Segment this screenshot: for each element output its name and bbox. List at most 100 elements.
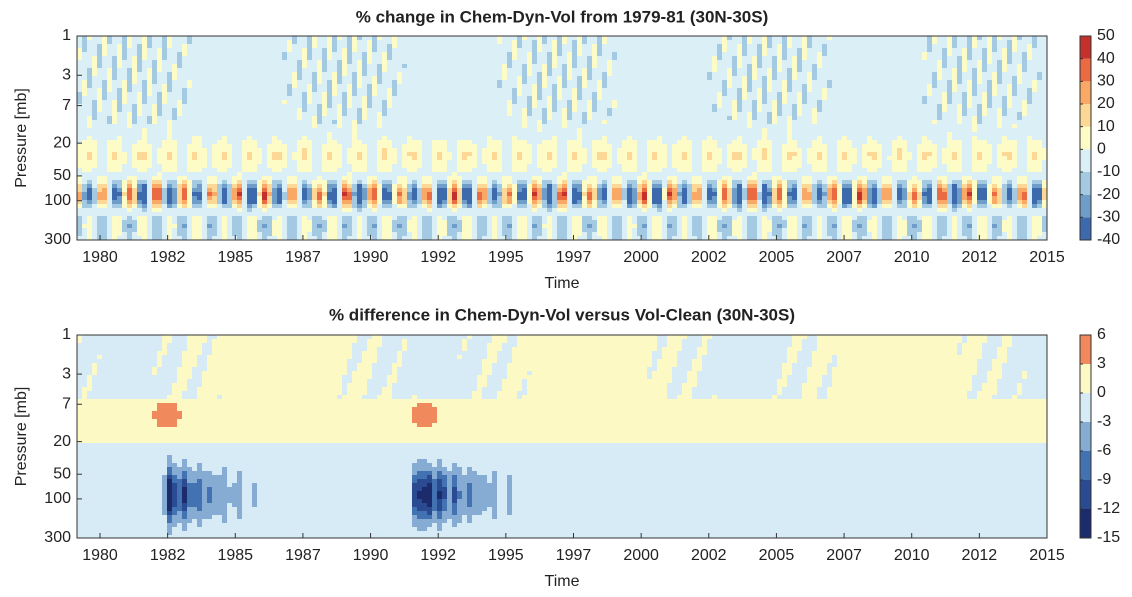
contour-cell xyxy=(437,144,443,149)
contour-cell xyxy=(322,196,328,201)
contour-cell xyxy=(107,216,113,221)
contour-cell xyxy=(237,144,243,149)
contour-cell xyxy=(237,204,243,209)
contour-cell xyxy=(227,116,233,121)
contour-cell xyxy=(397,40,403,45)
contour-cell xyxy=(152,108,158,113)
contour-cell xyxy=(217,220,223,225)
contour-cell xyxy=(352,44,358,49)
contour-cell xyxy=(422,56,428,61)
contour-cell xyxy=(412,56,418,61)
contour-cell xyxy=(87,88,93,93)
contour-cell xyxy=(417,72,423,77)
contour-cell xyxy=(347,124,353,129)
contour-cell xyxy=(87,200,93,205)
contour-cell xyxy=(172,136,178,141)
contour-cell xyxy=(117,152,123,157)
contour-cell xyxy=(217,44,223,49)
contour-cell xyxy=(177,228,183,233)
contour-cell xyxy=(372,112,378,117)
contour-cell xyxy=(312,84,318,89)
contour-cell xyxy=(362,52,368,57)
contour-cell xyxy=(437,156,443,161)
contour-cell xyxy=(407,36,413,41)
contour-cell xyxy=(352,132,358,137)
contour-cell xyxy=(82,132,88,137)
contour-cell xyxy=(332,176,338,181)
contour-cell xyxy=(252,80,258,85)
contour-cell xyxy=(167,56,173,61)
contour-cell xyxy=(287,180,293,185)
contour-cell xyxy=(297,108,303,113)
contour-cell xyxy=(352,148,358,153)
contour-cell xyxy=(362,148,368,153)
contour-cell xyxy=(147,208,153,213)
contour-cell xyxy=(92,128,98,133)
contour-cell xyxy=(287,128,293,133)
contour-cell xyxy=(207,228,213,233)
contour-cell xyxy=(157,212,163,217)
contour-cell xyxy=(327,64,333,69)
contour-cell xyxy=(372,228,378,233)
contour-cell xyxy=(332,164,338,169)
contour-cell xyxy=(117,68,123,73)
contour-cell xyxy=(207,236,213,240)
contour-cell xyxy=(77,44,83,49)
contour-cell xyxy=(167,196,173,201)
contour-cell xyxy=(77,132,83,137)
contour-cell xyxy=(297,92,303,97)
contour-cell xyxy=(342,232,348,237)
contour-cell xyxy=(292,184,298,189)
contour-cell xyxy=(217,144,223,149)
contour-cell xyxy=(182,200,188,205)
contour-cell xyxy=(267,40,273,45)
contour-cell xyxy=(192,100,198,105)
contour-cell xyxy=(157,144,163,149)
contour-cell xyxy=(202,132,208,137)
contour-cell xyxy=(332,104,338,109)
contour-cell xyxy=(257,144,263,149)
contour-cell xyxy=(77,96,83,101)
contour-cell xyxy=(367,168,373,173)
contour-cell xyxy=(407,168,413,173)
contour-cell xyxy=(392,92,398,97)
contour-cell xyxy=(177,172,183,177)
contour-cell xyxy=(232,208,238,213)
contour-cell xyxy=(87,220,93,225)
contour-cell xyxy=(97,164,103,169)
contour-cell xyxy=(352,104,358,109)
contour-cell xyxy=(267,144,273,149)
contour-cell xyxy=(252,56,258,61)
contour-cell xyxy=(412,192,418,197)
contour-cell xyxy=(217,124,223,129)
contour-cell xyxy=(97,52,103,57)
contour-cell xyxy=(357,160,363,165)
contour-cell xyxy=(157,236,163,240)
contour-cell xyxy=(242,164,248,169)
contour-cell xyxy=(372,52,378,57)
contour-cell xyxy=(437,128,443,133)
contour-cell xyxy=(322,148,328,153)
contour-cell xyxy=(307,44,313,49)
contour-cell xyxy=(287,120,293,125)
contour-cell xyxy=(437,76,443,81)
contour-cell xyxy=(92,144,98,149)
contour-cell xyxy=(357,144,363,149)
contour-cell xyxy=(242,132,248,137)
contour-cell xyxy=(197,156,203,161)
contour-cell xyxy=(407,160,413,165)
contour-cell xyxy=(187,184,193,189)
contour-cell xyxy=(232,212,238,217)
contour-cell xyxy=(442,176,448,181)
contour-cell xyxy=(167,60,173,65)
contour-cell xyxy=(77,84,83,89)
contour-cell xyxy=(107,188,113,193)
contour-cell xyxy=(292,160,298,165)
contour-cell xyxy=(272,216,278,221)
contour-cell xyxy=(112,64,118,69)
contour-cell xyxy=(367,60,373,65)
contour-cell xyxy=(292,76,298,81)
contour-cell xyxy=(397,204,403,209)
contour-cell xyxy=(237,100,243,105)
contour-cell xyxy=(282,156,288,161)
